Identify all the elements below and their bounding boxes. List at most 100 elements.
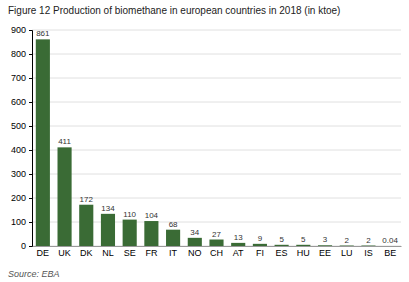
x-tick-label: AT [233,248,244,258]
x-tick: SE [124,248,136,258]
data-label: 5 [301,235,306,244]
grid-line [32,30,401,31]
x-tick-label: CH [210,248,223,258]
data-label: 13 [234,233,243,242]
bar [188,238,202,246]
x-tick-label: DK [80,248,93,258]
y-tick: 600 [11,97,32,107]
y-tick-mark [29,174,32,175]
bar [231,243,245,246]
x-tick: NO [188,248,202,258]
x-tick-label: NO [188,248,202,258]
data-label: 110 [123,210,136,219]
x-tick: IS [364,248,373,258]
y-tick-mark [29,54,32,55]
source-text: Source: EBA [8,269,60,279]
bar [253,244,267,246]
bar [275,245,289,246]
y-tick: 700 [11,73,32,83]
chart-title: Figure 12 Production of biomethane in eu… [8,5,340,16]
x-axis-line [33,246,402,247]
chart-container: Figure 12 Production of biomethane in eu… [0,0,409,282]
x-tick: DK [80,248,93,258]
x-tick: CH [210,248,223,258]
x-tick-label: FI [256,248,264,258]
x-tick-label: LU [341,248,353,258]
x-tick: IT [169,248,178,258]
x-tick-label: UK [58,248,71,258]
data-label: 2 [366,236,371,245]
data-label: 134 [101,204,115,213]
x-tick: AT [233,248,244,258]
y-tick-mark [29,222,32,223]
bar [209,240,223,246]
x-tick: LU [341,248,353,258]
y-tick-mark [29,102,32,103]
y-tick-label: 200 [11,193,26,203]
grid-line [32,150,401,151]
x-tick: FR [145,248,157,258]
x-tick: DE [37,248,50,258]
data-label: 27 [212,230,221,239]
y-tick-label: 900 [11,25,26,35]
y-tick-label: 600 [11,97,26,107]
grid-line [32,102,401,103]
data-label: 68 [169,220,178,229]
grid [32,30,401,246]
bars [36,39,397,246]
y-tick: 300 [11,169,32,179]
y-tick: 900 [11,25,32,35]
bar [36,39,50,246]
x-tick-label: EE [319,248,331,258]
y-tick-label: 800 [11,49,26,59]
grid-line [32,78,401,79]
x-tick-label: SE [124,248,136,258]
y-tick: 100 [11,217,32,227]
y-tick-label: 400 [11,145,26,155]
x-tick: HU [297,248,310,258]
x-tick-label: NL [102,248,114,258]
y-tick-mark [29,198,32,199]
data-label: 34 [190,228,199,237]
x-tick-label: BE [384,248,396,258]
x-tick: EE [319,248,331,258]
x-tick: ES [276,248,288,258]
data-label: 104 [145,211,159,220]
bar [318,245,332,246]
data-label: 411 [58,137,71,146]
x-tick-label: HU [297,248,310,258]
y-tick-mark [29,126,32,127]
data-label: 2 [345,236,350,245]
y-tick: 400 [11,145,32,155]
y-axis-line [29,31,33,247]
data-label: 9 [258,234,263,243]
y-tick-label: 500 [11,121,26,131]
x-tick-label: IS [364,248,373,258]
y-tick-label: 0 [21,241,26,251]
x-axis: DE UK DK NL SE FR IT NO CH AT FI ES HU EE LU IS BE [33,247,402,259]
data-label: 3 [323,235,328,244]
y-axis: 0 100 200 300 400 500 600 700 800 900 [11,25,33,251]
x-tick-label: IT [169,248,178,258]
data-label: 172 [80,195,94,204]
bar [166,230,180,246]
y-tick-mark [29,246,32,247]
y-tick-mark [29,30,32,31]
grid-line [32,126,401,127]
data-label: 861 [36,29,50,38]
grid-line [32,54,401,55]
y-tick: 0 [21,241,32,251]
bar [383,245,397,246]
grid-line [32,174,401,175]
x-tick: NL [102,248,114,258]
y-tick-mark [29,150,32,151]
chart-svg: Figure 12 Production of biomethane in eu… [0,0,409,282]
bar [101,214,115,246]
x-tick-label: FR [145,248,157,258]
bar [361,245,375,246]
y-tick-mark [29,78,32,79]
bar [123,220,137,246]
y-tick-label: 300 [11,169,26,179]
x-tick-label: ES [276,248,288,258]
data-label: 0.04 [382,236,398,245]
